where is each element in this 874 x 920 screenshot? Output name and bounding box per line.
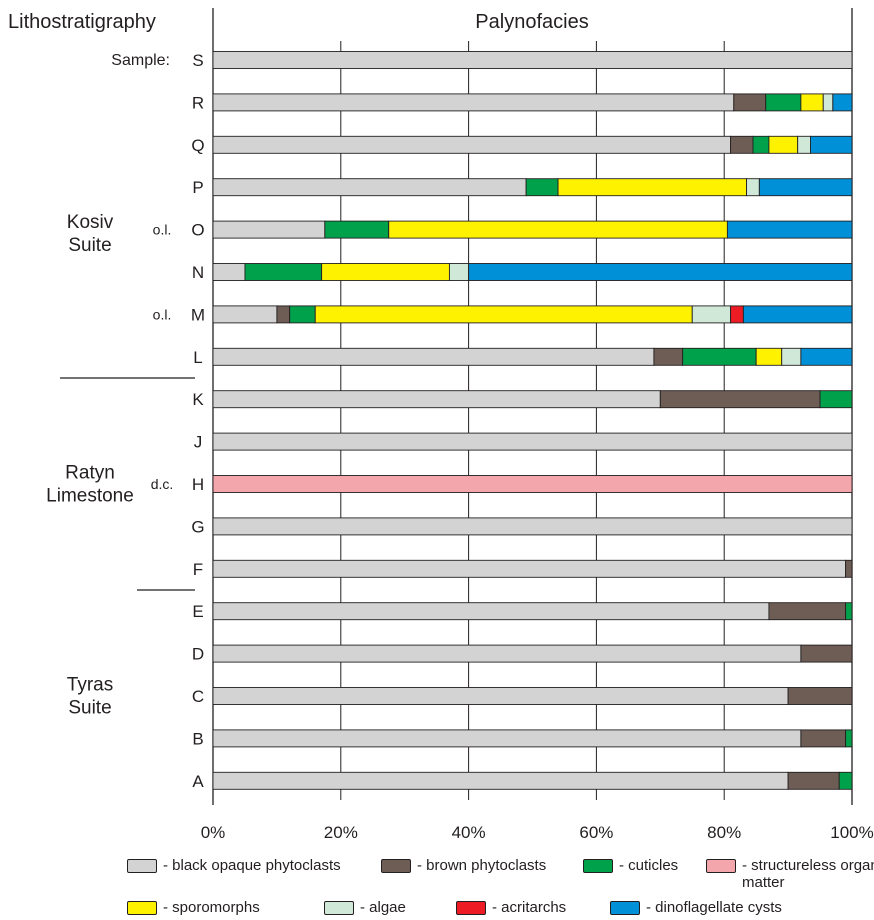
bar-segment: [800, 729, 847, 748]
bar-segment: [781, 347, 802, 366]
bar-segment: [321, 263, 450, 281]
sample-label-k: K: [192, 390, 204, 409]
bar-segment: [289, 305, 316, 324]
bar-segment: [768, 135, 799, 154]
bar-segment: [212, 263, 246, 281]
sample-label-l: L: [193, 348, 202, 367]
bar-segment: [800, 644, 853, 663]
bar-segment: [787, 771, 840, 790]
unit-label: Ratyn: [65, 463, 115, 484]
unit-label: Suite: [68, 235, 111, 256]
sample-label-q: Q: [191, 136, 204, 155]
bar-segment: [212, 135, 732, 154]
bar-segment: [810, 135, 853, 154]
bar-segment: [212, 432, 853, 451]
unit-label: Tyras: [67, 675, 113, 696]
bar-segment: [212, 602, 770, 621]
sample-label-f: F: [193, 560, 203, 579]
sample-label-p: P: [192, 178, 203, 197]
sample-label-g: G: [191, 517, 204, 536]
row-note: o.l.: [153, 222, 172, 238]
sample-label: Sample:: [111, 52, 170, 69]
bar-segment: [742, 305, 853, 324]
bar-segment: [730, 305, 744, 324]
bar-segment: [758, 178, 853, 197]
sample-label-s: S: [192, 51, 203, 70]
x-tick-label: 80%: [707, 823, 741, 842]
sample-label-d: D: [192, 645, 204, 664]
bar-segment: [653, 347, 684, 366]
sample-label-m: M: [191, 305, 205, 324]
sample-label-h: H: [192, 475, 204, 494]
bar-segment: [752, 135, 770, 154]
bar-segment: [324, 220, 390, 239]
bar-segment: [682, 347, 757, 366]
sample-label-c: C: [192, 687, 204, 706]
bar-segment: [212, 390, 661, 409]
bar-segment: [832, 93, 853, 112]
bar-segment: [765, 93, 802, 112]
bar-segment: [800, 347, 853, 366]
bar-segment: [276, 305, 291, 324]
sample-label-j: J: [194, 433, 203, 452]
bar-segment: [212, 305, 278, 324]
row-note: d.c.: [151, 476, 174, 492]
bar-segment: [212, 178, 527, 197]
unit-label: Suite: [68, 698, 111, 719]
sample-label-n: N: [192, 263, 204, 282]
bar-segment: [822, 93, 834, 112]
lithostratigraphy-header: Lithostratigraphy: [8, 11, 156, 33]
chart-title: Palynofacies: [475, 11, 588, 33]
bar-segment: [730, 135, 754, 154]
bar-segment: [525, 178, 559, 197]
bar-segment: [314, 305, 693, 324]
bar-segment: [212, 729, 802, 748]
bar-segment: [557, 178, 748, 197]
bar-segment: [845, 559, 853, 578]
bar-segment: [797, 135, 811, 154]
bar-segment: [819, 390, 853, 409]
bar-segment: [845, 729, 853, 748]
bar-segment: [212, 771, 789, 790]
bar-segment: [768, 602, 847, 621]
bar-segment: [212, 687, 789, 705]
bar-segment: [388, 220, 728, 239]
unit-label: Limestone: [46, 486, 134, 507]
bar-segment: [746, 178, 760, 197]
sample-label-a: A: [192, 772, 204, 791]
bar-segment: [691, 305, 732, 324]
bar-segment: [212, 644, 802, 663]
sample-label-o: O: [191, 221, 204, 240]
sample-label-e: E: [192, 602, 203, 621]
x-tick-label: 0%: [201, 823, 226, 842]
bar-segment: [726, 220, 853, 239]
bar-segment: [212, 559, 847, 578]
x-tick-label: 20%: [324, 823, 358, 842]
bar-segment: [448, 263, 470, 281]
x-tick-label: 60%: [579, 823, 613, 842]
row-note: o.l.: [153, 306, 172, 322]
bar-segment: [845, 602, 853, 621]
bar-segment: [212, 220, 326, 239]
bar-segment: [733, 93, 767, 112]
unit-label: Kosiv: [67, 212, 114, 233]
bar-segment: [838, 771, 853, 790]
bar-segment: [212, 517, 853, 536]
bar-segment: [212, 93, 735, 112]
x-tick-label: 40%: [452, 823, 486, 842]
bar-segment: [244, 263, 323, 281]
sample-label-b: B: [192, 729, 203, 748]
sample-label-r: R: [192, 93, 204, 112]
bar-segment: [787, 687, 853, 705]
bar-segment: [212, 51, 853, 69]
bar-segment: [755, 347, 783, 366]
bar-segment: [212, 475, 853, 493]
bar-segment: [212, 347, 655, 366]
bar-segment: [800, 93, 824, 112]
bar-segment: [659, 390, 821, 409]
bar-segment: [468, 263, 853, 281]
x-tick-label: 100%: [830, 823, 873, 842]
